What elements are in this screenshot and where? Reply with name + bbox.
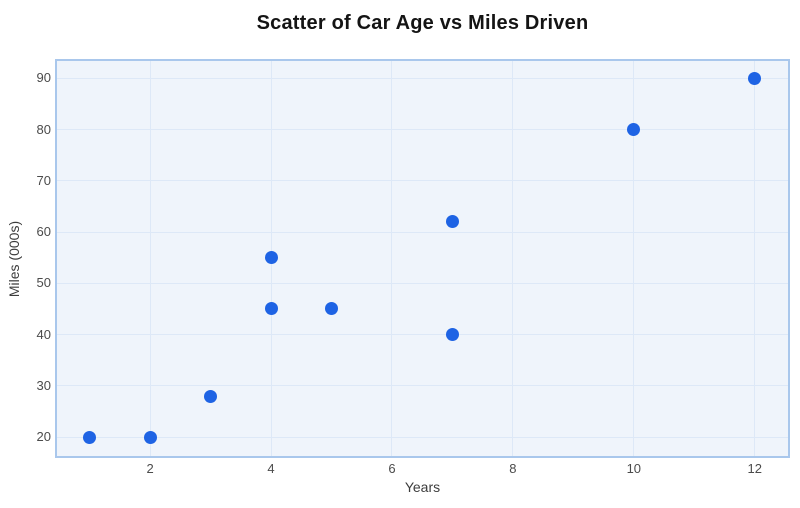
data-point [204,389,218,403]
y-tick-label: 60 [36,224,51,240]
y-tick-label: 50 [36,275,51,291]
y-tick-label: 20 [36,429,51,445]
x-tick-label: 12 [747,461,762,476]
y-tick-label: 40 [36,326,51,342]
data-point [445,328,459,342]
x-tick-label: 2 [146,461,154,476]
x-axis-title: Years [404,479,441,495]
x-gridline [391,61,393,456]
chart-title: Scatter of Car Age vs Miles Driven [256,12,589,34]
x-gridline [754,61,756,456]
y-gridline [57,385,788,387]
data-point [627,123,641,137]
x-gridline [149,61,151,456]
x-gridline [633,61,635,456]
y-gridline [57,436,788,438]
y-gridline [57,180,788,182]
data-point [264,302,278,316]
data-point [325,302,338,316]
x-tick-label: 10 [626,461,642,476]
y-gridline [57,77,788,79]
data-point [748,71,762,85]
y-gridline [57,129,788,131]
y-tick-label: 90 [36,70,51,86]
y-gridline [57,231,788,233]
plot-inner-canvas [57,61,788,456]
plot-area [55,59,790,458]
y-tick-label: 70 [36,172,51,188]
data-point [445,215,459,229]
x-tick-label: 8 [509,461,517,476]
y-tick-label: 80 [36,121,51,137]
y-axis-title: Miles (000s) [6,220,22,298]
y-gridline [57,282,788,284]
x-gridline [512,61,514,456]
data-point [264,251,278,265]
y-tick-label: 30 [36,377,51,393]
data-point [83,430,97,444]
x-tick-label: 4 [267,461,275,476]
x-tick-label: 6 [388,461,396,476]
data-point [143,430,157,444]
y-gridline [57,334,788,336]
